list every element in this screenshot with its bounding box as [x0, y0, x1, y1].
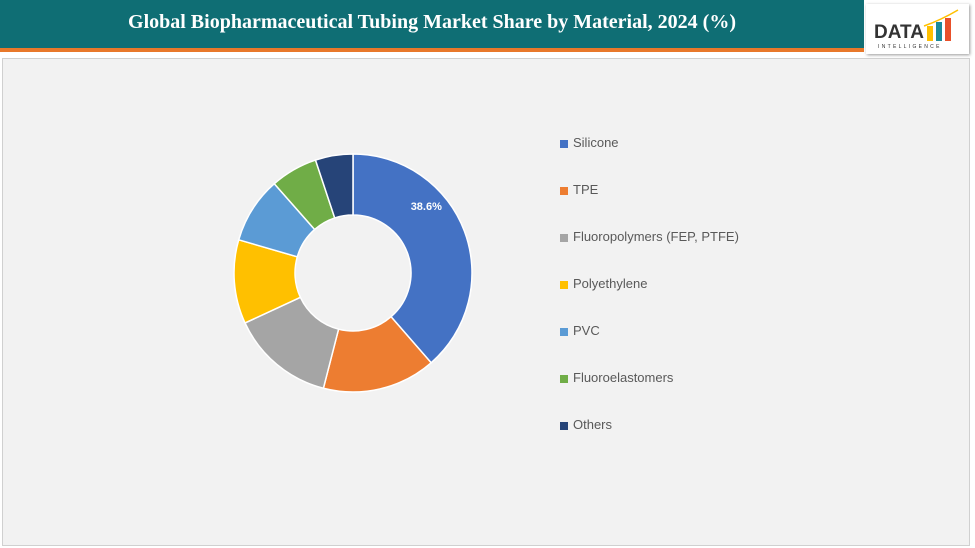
legend-label: Fluoropolymers (FEP, PTFE) [573, 229, 739, 244]
legend-swatch [560, 187, 568, 195]
legend-swatch [560, 328, 568, 336]
slice-others [314, 153, 354, 219]
data-label: 38.6% [411, 201, 442, 213]
legend-label: TPE [573, 182, 599, 197]
legend-item: Fluoropolymers (FEP, PTFE) [560, 229, 739, 276]
legend-swatch [560, 140, 568, 148]
chart-title: Global Biopharmaceutical Tubing Market S… [128, 11, 736, 33]
legend-label: Silicone [573, 135, 619, 150]
legend-item: Polyethylene [560, 276, 739, 323]
legend-label: Others [573, 417, 613, 432]
title-bar [0, 0, 864, 52]
legend-label: Polyethylene [573, 276, 648, 291]
legend-item: Others [560, 417, 739, 464]
chart-area [2, 58, 970, 546]
slice-silicone [352, 153, 473, 364]
legend-item: PVC [560, 323, 739, 370]
legend: Silicone TPE Fluoropolymers (FEP, PTFE) Pol… [560, 135, 739, 464]
svg-text:INTELLIGENCE: INTELLIGENCE [878, 44, 942, 50]
legend-item: Silicone [560, 135, 739, 182]
legend-swatch [560, 375, 568, 383]
legend-swatch [560, 422, 568, 430]
legend-label: PVC [573, 323, 600, 338]
legend-item: Fluoroelastomers [560, 370, 739, 417]
legend-item: TPE [560, 182, 739, 229]
legend-swatch [560, 281, 568, 289]
legend-label: Fluoroelastomers [573, 370, 674, 385]
svg-text:DATA: DATA [874, 22, 924, 43]
legend-swatch [560, 234, 568, 242]
data-intelligence-logo: DATA INTELLIGENCE [866, 4, 969, 54]
